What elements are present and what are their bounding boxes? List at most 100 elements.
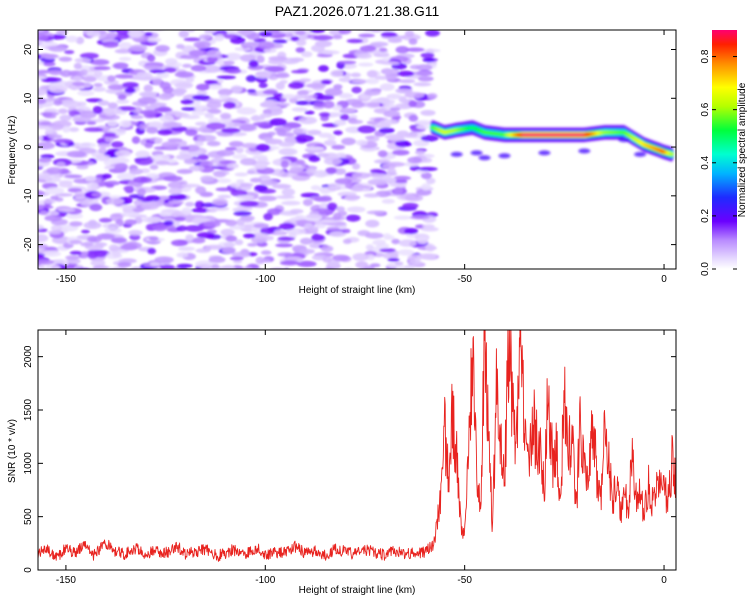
- spectrogram-noise-cell: [415, 119, 432, 126]
- spectrogram-noise-cell: [150, 102, 167, 107]
- spectrogram-noise-cell: [274, 229, 285, 235]
- spectrogram-noise-cell: [233, 210, 252, 217]
- spectrogram-noise-cell: [233, 259, 243, 264]
- spectrogram-noise-cell: [279, 132, 295, 137]
- spectrogram-frame: [37, 29, 677, 270]
- spectrogram-noise-cell: [69, 239, 83, 245]
- spectrogram-noise-cell: [278, 102, 291, 107]
- spectrogram-noise-cell: [44, 108, 58, 113]
- spectrogram-noise-cell: [258, 195, 277, 202]
- spectrogram-noise-cell: [204, 113, 215, 119]
- spectrogram-noise-cell: [176, 169, 193, 174]
- spectrogram-noise-cell: [311, 44, 325, 52]
- spectrogram-noise-cell: [46, 167, 63, 175]
- spectrogram-noise-cell: [394, 179, 408, 184]
- spectrogram-noise-cell: [38, 135, 43, 142]
- spectrogram-noise-cell: [408, 100, 417, 108]
- spectrogram-noise-cell: [86, 182, 99, 190]
- spectrogram-noise-cell: [45, 126, 54, 134]
- spectrogram-noise-cell: [323, 139, 337, 146]
- spectrogram-noise-cell: [352, 163, 361, 170]
- spectrogram-noise-cell: [286, 228, 306, 235]
- spectrogram-noise-cell: [73, 62, 82, 70]
- spectrogram-noise-cell: [417, 253, 437, 260]
- spectrogram-noise-cell: [265, 23, 275, 30]
- spectrogram-noise-cell: [67, 188, 83, 193]
- spectrogram-noise-cell: [277, 236, 296, 241]
- spectrogram-noise-cell: [290, 36, 300, 42]
- spectrogram-noise-cell: [260, 250, 272, 255]
- colorbar-ticks: 0.0 0.2 0.4 0.6 0.8: [700, 49, 737, 276]
- spectrogram-noise-cell: [279, 30, 294, 34]
- spectrogram-noise-cell: [206, 49, 222, 58]
- spectrogram-noise-cell: [332, 104, 343, 111]
- spectrogram-noise-cell: [365, 219, 380, 228]
- spectrogram-noise-cell: [107, 84, 127, 90]
- spectrogram-ridge-cell: [538, 150, 551, 156]
- spectrogram-noise-cell: [174, 216, 186, 222]
- spectrogram-noise-cell: [335, 152, 347, 159]
- spectrogram-noise-cell: [72, 75, 83, 82]
- spectrogram-noise-cell: [342, 238, 352, 244]
- spectrogram-noise-cell: [92, 105, 103, 114]
- spectrogram-noise-cell: [124, 219, 137, 226]
- spectrogram-noise-cell: [56, 161, 66, 167]
- snr-series-line: [38, 330, 676, 562]
- spectrogram-noise-cell: [178, 246, 195, 252]
- spectrogram-noise-cell: [251, 114, 261, 122]
- spectrogram-noise-cell: [86, 121, 97, 125]
- spectrogram-noise-cell: [298, 116, 318, 125]
- spectrogram-noise-cell: [78, 142, 97, 148]
- spectrogram-noise-cell: [310, 185, 321, 191]
- spectrogram-noise-cell: [156, 71, 170, 79]
- spectrogram-noise-cell: [322, 256, 333, 263]
- spectrogram-noise-cell: [164, 67, 177, 73]
- spectrogram-noise-cell: [84, 127, 104, 132]
- spectrogram-noise-cell: [188, 49, 208, 57]
- spectrogram-noise-cell: [194, 140, 204, 147]
- spectrogram-noise-cell: [393, 187, 404, 195]
- spectrogram-noise-cell: [225, 235, 238, 242]
- spectrogram-noise-cell: [410, 215, 430, 220]
- spectrogram-noise-cell: [118, 57, 132, 61]
- spectrogram-noise-cell: [365, 78, 380, 85]
- spectrogram-noise-cell: [377, 150, 388, 158]
- spectrogram-noise-cell: [80, 242, 94, 247]
- spectrogram-noise-cell: [275, 195, 295, 200]
- spectrogram-noise-cell: [386, 93, 402, 100]
- spectrogram-noise-cell: [38, 204, 44, 211]
- spectrogram-noise-cell: [356, 53, 373, 59]
- spectrogram-noise-cell: [404, 265, 416, 269]
- spectrogram-noise-cell: [45, 264, 61, 269]
- spectrogram-noise-cell: [236, 179, 245, 183]
- spectrogram-y-tick-label: 10: [23, 92, 34, 104]
- spectrogram-noise-cell: [351, 101, 365, 109]
- snr-y-label: SNR (10 * v/v): [7, 419, 18, 483]
- spectrogram-noise-cell: [240, 215, 255, 222]
- spectrogram-noise-cell: [104, 227, 122, 235]
- spectrogram-noise-cell: [281, 93, 296, 100]
- spectrogram-noise-cell: [334, 168, 346, 175]
- spectrogram-noise-cell: [421, 183, 431, 191]
- spectrogram-noise-cell: [289, 166, 304, 172]
- spectrogram-noise-cell: [409, 165, 420, 171]
- spectrogram-noise-cell: [306, 213, 322, 219]
- spectrogram-noise-cell: [358, 33, 375, 38]
- spectrogram-noise-cell: [420, 158, 433, 163]
- snr-panel: -150 -100 -50 0 0 500 1000 1500 2000 Height of …: [7, 329, 677, 596]
- spectrogram-noise-cell: [91, 192, 102, 198]
- spectrogram-noise-cell: [296, 260, 317, 267]
- spectrogram-noise-cell: [159, 211, 172, 217]
- spectrogram-noise-cell: [295, 134, 314, 143]
- spectrogram-noise-cell: [104, 165, 115, 170]
- spectrogram-noise-cell: [98, 217, 113, 223]
- spectrogram-noise-cell: [278, 222, 295, 231]
- spectrogram-noise-cell: [75, 267, 90, 269]
- spectrogram-noise-cell: [425, 243, 436, 252]
- spectrogram-noise-cell: [244, 42, 262, 48]
- spectrogram-ridge-cell: [498, 153, 511, 159]
- spectrogram-noise-cell: [81, 229, 90, 234]
- spectrogram-noise-cell: [398, 79, 416, 84]
- spectrogram-noise-cell: [218, 94, 230, 100]
- spectrogram-noise-cell: [120, 212, 140, 217]
